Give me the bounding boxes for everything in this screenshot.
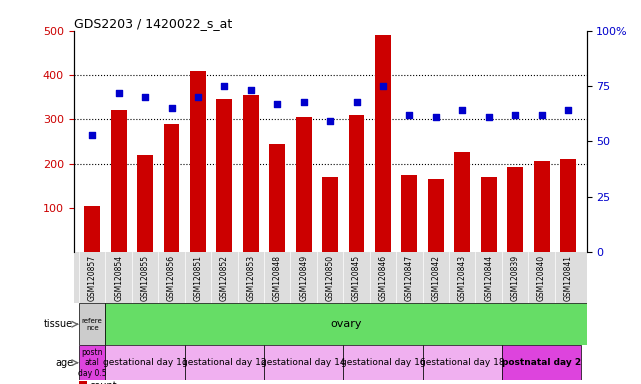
- Point: [167, 105, 177, 111]
- Bar: [105, 345, 185, 380]
- Text: postn
atal
day 0.5: postn atal day 0.5: [78, 348, 106, 377]
- Bar: [190, 71, 206, 252]
- Text: gestational day 18: gestational day 18: [420, 358, 504, 367]
- Bar: [185, 345, 264, 380]
- Bar: [375, 35, 391, 252]
- Bar: [264, 345, 344, 380]
- Text: gestational day 16: gestational day 16: [340, 358, 425, 367]
- Bar: [507, 167, 523, 252]
- Bar: [79, 303, 105, 345]
- Bar: [502, 345, 581, 380]
- Text: GSM120852: GSM120852: [220, 255, 229, 301]
- Bar: [84, 205, 100, 252]
- Bar: [401, 175, 417, 252]
- Bar: [217, 99, 232, 252]
- Point: [140, 94, 150, 100]
- Text: GSM120839: GSM120839: [511, 255, 520, 301]
- Bar: [111, 110, 126, 252]
- Text: refere
nce: refere nce: [82, 318, 103, 331]
- Text: GSM120855: GSM120855: [140, 255, 149, 301]
- Text: age: age: [55, 358, 73, 368]
- Bar: [269, 144, 285, 252]
- Bar: [296, 117, 312, 252]
- Point: [246, 88, 256, 94]
- Text: GSM120857: GSM120857: [88, 255, 97, 301]
- Bar: [560, 159, 576, 252]
- Text: GSM120844: GSM120844: [484, 255, 493, 301]
- Point: [457, 107, 467, 113]
- Text: ovary: ovary: [330, 319, 362, 329]
- Point: [351, 98, 362, 104]
- Point: [219, 83, 229, 89]
- Text: GSM120846: GSM120846: [378, 255, 387, 301]
- Bar: [79, 345, 105, 380]
- Point: [87, 132, 97, 138]
- Text: GSM120851: GSM120851: [194, 255, 203, 301]
- Bar: [243, 95, 259, 252]
- Bar: [454, 152, 470, 252]
- Text: GSM120853: GSM120853: [246, 255, 255, 301]
- Bar: [344, 345, 422, 380]
- Bar: [534, 161, 549, 252]
- Text: GSM120842: GSM120842: [431, 255, 440, 301]
- Bar: [428, 179, 444, 252]
- Text: gestational day 14: gestational day 14: [262, 358, 346, 367]
- Text: tissue: tissue: [44, 319, 73, 329]
- Point: [378, 83, 388, 89]
- Point: [483, 114, 494, 120]
- Point: [404, 112, 415, 118]
- Point: [431, 114, 441, 120]
- Text: postnatal day 2: postnatal day 2: [502, 358, 581, 367]
- Point: [113, 89, 124, 96]
- Bar: [349, 115, 365, 252]
- Text: GSM120845: GSM120845: [352, 255, 361, 301]
- Text: GSM120848: GSM120848: [273, 255, 282, 301]
- Point: [272, 101, 283, 107]
- Text: gestational day 12: gestational day 12: [182, 358, 267, 367]
- Text: GSM120854: GSM120854: [114, 255, 123, 301]
- Text: GSM120850: GSM120850: [326, 255, 335, 301]
- Text: GSM120843: GSM120843: [458, 255, 467, 301]
- Text: GDS2203 / 1420022_s_at: GDS2203 / 1420022_s_at: [74, 17, 232, 30]
- Text: GSM120856: GSM120856: [167, 255, 176, 301]
- Bar: [422, 345, 502, 380]
- Text: count: count: [90, 381, 117, 384]
- Text: GSM120840: GSM120840: [537, 255, 546, 301]
- Bar: [79, 381, 87, 384]
- Point: [325, 118, 335, 124]
- Bar: [137, 155, 153, 252]
- Text: gestational day 11: gestational day 11: [103, 358, 187, 367]
- Bar: [322, 177, 338, 252]
- Text: GSM120841: GSM120841: [563, 255, 572, 301]
- Point: [510, 112, 520, 118]
- Point: [563, 107, 573, 113]
- Bar: [163, 124, 179, 252]
- Bar: [481, 177, 497, 252]
- Text: GSM120847: GSM120847: [405, 255, 414, 301]
- Text: GSM120849: GSM120849: [299, 255, 308, 301]
- Point: [537, 112, 547, 118]
- Point: [299, 98, 309, 104]
- Point: [193, 94, 203, 100]
